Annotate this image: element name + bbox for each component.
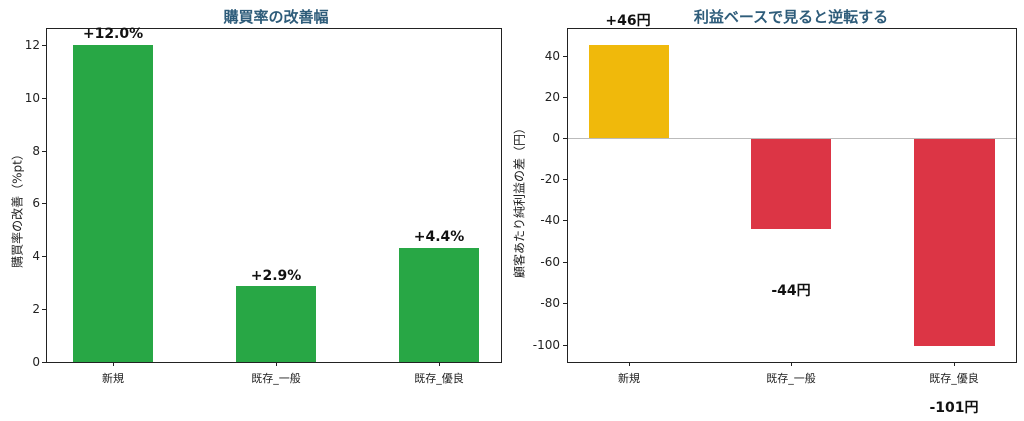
y-tick-label: 10 — [24, 91, 40, 105]
y-tick-label: 6 — [32, 196, 40, 210]
y-tick — [563, 303, 567, 304]
bar-new — [589, 45, 669, 138]
x-label-existing-general: 既存_一般 — [251, 372, 301, 385]
y-tick — [563, 97, 567, 98]
value-label-existing-general: -44円 — [771, 283, 811, 299]
y-tick-label: -100 — [532, 338, 560, 352]
y-tick-label: 4 — [32, 249, 40, 263]
y-tick-label: 12 — [24, 38, 40, 52]
y-tick-label: 0 — [552, 131, 560, 145]
x-tick — [113, 362, 114, 366]
y-tick — [42, 98, 46, 99]
x-label-existing-general: 既存_一般 — [766, 372, 816, 385]
y-tick — [563, 179, 567, 180]
y-tick-label: -80 — [540, 296, 560, 310]
right-chart-title: 利益ベースで見ると逆転する — [693, 8, 889, 26]
y-tick — [42, 45, 46, 46]
x-label-new: 新規 — [618, 372, 640, 385]
value-label-existing-premium: +4.4% — [413, 229, 465, 245]
right-y-axis-title: 顧客あたり純利益の差（円） — [512, 121, 527, 279]
y-tick-label: 2 — [32, 302, 40, 316]
right-axes-frame — [567, 28, 1017, 363]
bar-existing-general — [751, 139, 831, 229]
y-tick-label: -40 — [540, 213, 560, 227]
bar-existing-premium — [399, 248, 479, 362]
left-axes-frame — [46, 28, 502, 363]
x-tick — [276, 362, 277, 366]
y-tick — [42, 151, 46, 152]
y-tick-label: 8 — [32, 144, 40, 158]
y-tick — [42, 203, 46, 204]
value-label-new: +46円 — [605, 13, 651, 29]
y-tick — [563, 345, 567, 346]
x-tick — [629, 362, 630, 366]
bar-new — [73, 45, 153, 362]
x-tick — [791, 362, 792, 366]
y-tick — [42, 256, 46, 257]
left-chart-title: 購買率の改善幅 — [223, 8, 329, 26]
y-tick — [42, 309, 46, 310]
y-tick-label: 20 — [544, 90, 560, 104]
x-label-existing-premium: 既存_優良 — [929, 372, 979, 385]
y-tick — [563, 262, 567, 263]
value-label-existing-general: +2.9% — [250, 268, 302, 284]
value-label-new: +12.0% — [82, 26, 144, 42]
x-tick — [439, 362, 440, 366]
y-tick — [563, 138, 567, 139]
y-tick-label: 40 — [544, 49, 560, 63]
x-label-existing-premium: 既存_優良 — [414, 372, 464, 385]
bar-existing-premium — [914, 139, 995, 346]
x-label-new: 新規 — [102, 372, 124, 385]
x-tick — [954, 362, 955, 366]
y-tick-label: -20 — [540, 172, 560, 186]
y-tick — [563, 56, 567, 57]
zero-line — [568, 138, 1016, 139]
left-y-axis-title: 購買率の改善（%pt） — [10, 148, 25, 268]
value-label-existing-premium: -101円 — [929, 400, 979, 416]
y-tick-label: 0 — [32, 355, 40, 369]
y-tick-label: -60 — [540, 255, 560, 269]
y-tick — [563, 220, 567, 221]
bar-existing-general — [236, 286, 316, 362]
y-tick — [42, 362, 46, 363]
